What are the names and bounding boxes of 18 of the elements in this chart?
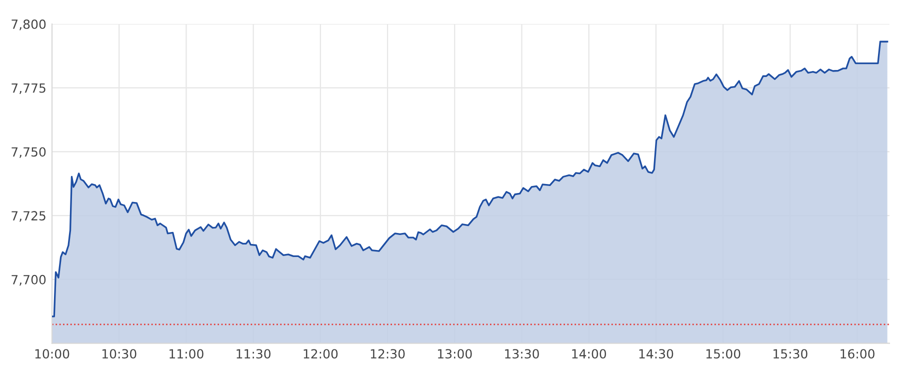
y-tick-label: 7,725: [12, 211, 46, 222]
x-tick-label: 14:00: [572, 349, 606, 359]
x-tick-label: 13:30: [505, 349, 539, 359]
x-tick-label: 11:30: [236, 349, 271, 359]
y-tick-label: 7,750: [12, 147, 46, 158]
x-tick-label: 11:00: [170, 349, 204, 359]
x-tick-label: 13:00: [438, 349, 472, 359]
x-tick-label: 12:30: [370, 349, 405, 359]
x-tick-label: 10:00: [35, 349, 70, 359]
x-tick-label: 14:30: [639, 349, 674, 359]
x-tick-label: 15:30: [774, 349, 808, 359]
x-tick-label: 12:00: [304, 349, 338, 359]
y-tick-label: 7,800: [12, 19, 46, 30]
x-tick-label: 15:00: [706, 349, 740, 359]
y-tick-label: 7,700: [12, 274, 46, 286]
x-tick-label: 10:30: [102, 349, 136, 359]
y-tick-label: 7,775: [12, 83, 46, 94]
x-tick-label: 16:00: [840, 349, 874, 359]
